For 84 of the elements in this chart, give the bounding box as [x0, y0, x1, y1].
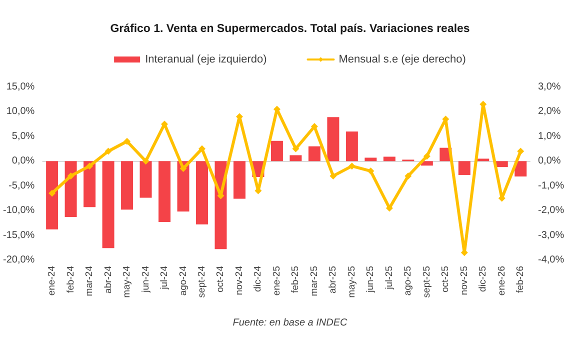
- bar: [158, 161, 171, 222]
- x-tick-label: abr-24: [102, 266, 114, 294]
- x-tick-label: jul-25: [384, 266, 395, 290]
- x-tick-label: may-24: [122, 266, 133, 298]
- x-tick-label: mar-25: [308, 266, 320, 296]
- x-tick-label: sept-24: [196, 266, 208, 298]
- point: [104, 148, 112, 155]
- point: [330, 172, 337, 180]
- x-tick-label: may-25: [346, 266, 358, 298]
- bar: [121, 161, 134, 210]
- x-tick-label: dic-25: [478, 266, 489, 292]
- x-tick-label: jun-25: [365, 266, 376, 294]
- y2-tick-label: -1,0%: [538, 180, 564, 192]
- point: [180, 165, 187, 172]
- point: [292, 145, 300, 152]
- point: [348, 162, 356, 170]
- bar: [177, 161, 190, 212]
- bar: [84, 161, 96, 208]
- point: [423, 152, 430, 160]
- legend-label: Interanual (eje izquierdo): [145, 54, 267, 66]
- y-tick-label: 10,0%: [6, 106, 35, 118]
- bar: [458, 161, 470, 175]
- x-tick-label: mar-24: [84, 266, 96, 296]
- chart-title: Gráfico 1. Venta en Supermercados. Total país. Variaciones reales: [110, 23, 470, 35]
- bar: [270, 140, 283, 162]
- bar: [477, 158, 490, 162]
- bar: [327, 117, 340, 162]
- y2-tick-label: -2,0%: [538, 205, 564, 216]
- point: [198, 145, 206, 152]
- bar: [140, 161, 152, 198]
- point: [517, 148, 524, 155]
- source-note: Fuente: en base a INDEC: [232, 318, 348, 328]
- x-tick-label: jun-24: [140, 266, 152, 294]
- bar: [383, 156, 396, 162]
- x-tick-label: nov-24: [234, 266, 245, 296]
- bar: [514, 161, 527, 176]
- y-tick-label: -15,0%: [2, 230, 35, 241]
- y2-tick-label: -4,0%: [538, 254, 564, 266]
- point: [67, 172, 74, 180]
- x-tick-label: feb-25: [290, 266, 302, 293]
- x-tick-label: feb-24: [65, 266, 76, 293]
- x-tick-label: abr-25: [328, 266, 339, 294]
- point: [86, 162, 94, 170]
- x-tick-label: ene-26: [496, 266, 508, 296]
- x-tick-label: nov-25: [458, 266, 470, 296]
- bar: [102, 161, 114, 248]
- x-tick-label: oct-24: [215, 266, 226, 292]
- bar: [364, 158, 377, 162]
- legend-label: Mensual s.e (eje derecho): [338, 54, 466, 66]
- bar: [290, 155, 302, 162]
- bar: [233, 161, 246, 199]
- x-tick-label: dic-24: [252, 266, 264, 292]
- point: [48, 190, 56, 197]
- x-tick-label: feb-26: [515, 266, 526, 293]
- bar: [346, 131, 358, 162]
- x-tick-label: oct-25: [440, 266, 452, 292]
- x-tick-label: ene-25: [271, 266, 282, 296]
- point: [142, 158, 150, 165]
- x-tick-label: ene-24: [46, 266, 58, 296]
- y-tick-label: -5,0%: [8, 180, 35, 192]
- y2-tick-label: -3,0%: [538, 230, 564, 241]
- y2-tick-label: 0,0%: [538, 156, 561, 167]
- bar: [196, 161, 208, 224]
- y2-tick-label: 1,0%: [538, 130, 561, 142]
- point: [404, 172, 412, 180]
- y-tick-label: 15,0%: [6, 82, 35, 92]
- x-tick-label: ago-24: [178, 266, 189, 296]
- bar: [496, 161, 508, 168]
- y-tick-label: -10,0%: [2, 205, 35, 216]
- point: [367, 168, 374, 175]
- x-tick-label: jul-24: [159, 266, 170, 290]
- point: [310, 123, 318, 130]
- y-tick-label: 0,0%: [12, 156, 35, 167]
- bar: [64, 161, 77, 217]
- point: [124, 138, 131, 145]
- y2-tick-label: 2,0%: [538, 106, 561, 118]
- x-tick-label: sept-25: [421, 266, 432, 298]
- point: [386, 204, 393, 212]
- y2-tick-label: 3,0%: [538, 82, 561, 92]
- x-tick-label: ago-25: [402, 266, 414, 296]
- y-tick-label: -20,0%: [2, 254, 35, 266]
- bar: [308, 146, 320, 162]
- bar: [46, 161, 58, 230]
- y-tick-label: 5,0%: [12, 130, 35, 142]
